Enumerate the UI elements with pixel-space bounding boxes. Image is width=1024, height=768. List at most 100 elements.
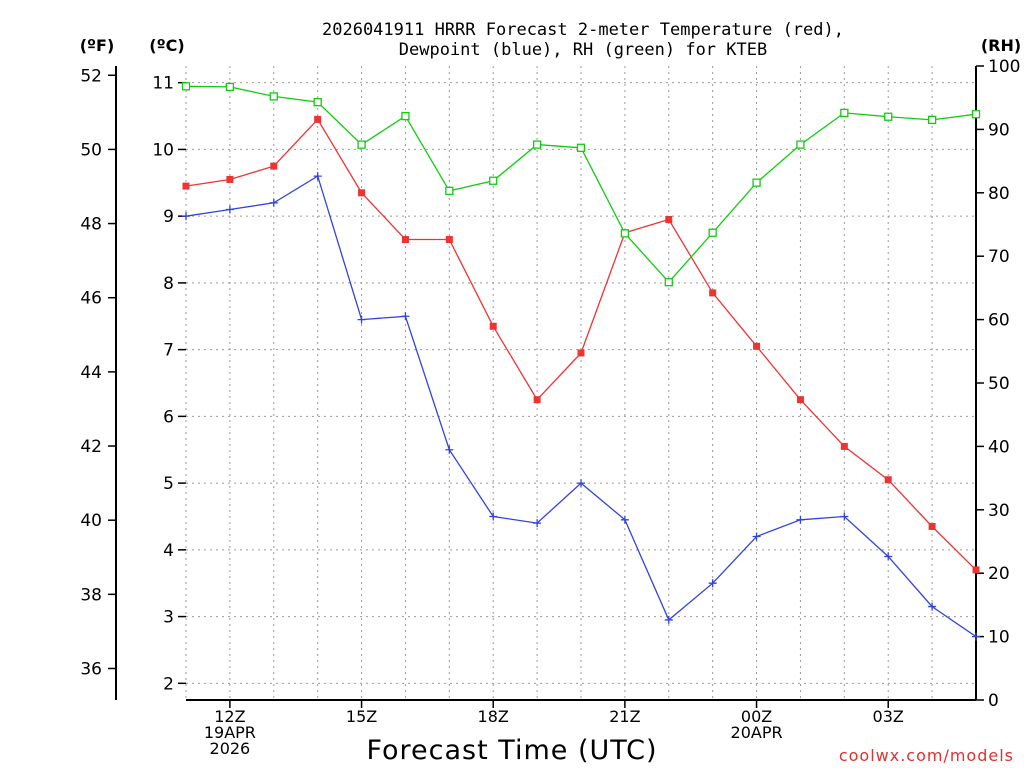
x-tick-label: 21Z <box>609 707 640 726</box>
rh-point <box>401 111 410 121</box>
rh-point <box>576 143 586 152</box>
x-tick-label: 20APR <box>731 723 783 742</box>
rh-tick-label: 20 <box>988 564 1010 584</box>
dewpoint-point <box>357 315 366 324</box>
dewpoint-point <box>840 512 849 521</box>
gridlines <box>185 66 977 700</box>
rh-point <box>225 82 235 92</box>
dewpoint-point <box>225 205 234 214</box>
2-meter-temperature-point <box>314 115 322 123</box>
rh-tick-label: 0 <box>988 691 999 711</box>
rh-tick-label: 60 <box>988 311 1010 331</box>
rh-point <box>313 97 322 107</box>
dewpoint-point <box>796 515 805 524</box>
rh-point <box>357 140 366 149</box>
rh-point <box>269 92 278 101</box>
celsius-tick-label: 8 <box>163 274 174 294</box>
dewpoint-point <box>577 479 585 488</box>
rh-point <box>532 140 542 149</box>
2-meter-temperature-point <box>445 236 453 244</box>
fahrenheit-tick-label: 48 <box>80 215 102 235</box>
rh-tick-label: 30 <box>988 501 1010 521</box>
chart-title-line1: 2026041911 HRRR Forecast 2-meter Tempera… <box>322 20 844 40</box>
dewpoint-point <box>664 615 673 624</box>
2-meter-temperature-point <box>533 396 541 404</box>
rh-tick-label: 70 <box>988 247 1010 267</box>
celsius-tick-label: 4 <box>163 541 174 561</box>
2-meter-temperature-point <box>972 566 980 574</box>
fahrenheit-tick-label: 44 <box>80 363 102 383</box>
x-tick-label: 00Z <box>741 707 772 726</box>
celsius-tick-label: 3 <box>163 608 174 628</box>
x-tick-label: 19APR <box>204 723 256 742</box>
dewpoint-point <box>752 532 761 541</box>
2-meter-temperature-point <box>665 215 673 223</box>
rh-point <box>971 110 981 119</box>
rh-unit-label: (RH) <box>981 36 1021 55</box>
2-meter-temperature-point <box>270 162 278 170</box>
dewpoint-point <box>620 515 629 524</box>
rh-point <box>752 178 761 187</box>
2-meter-temperature-point <box>401 236 409 244</box>
celsius-tick-label: 7 <box>163 341 174 361</box>
axes: 2 3 4 5 6 7 8 9 10 11 36 38 40 42 44 46 48 50 52 0 10 20 30 40 5… <box>80 57 1020 758</box>
2-meter-temperature-point <box>709 289 717 297</box>
celsius-tick-label: 9 <box>163 207 174 227</box>
dewpoint-point <box>401 312 410 321</box>
rh-point <box>884 112 893 121</box>
rh-tick-label: 10 <box>988 628 1010 648</box>
2-meter-temperature-point <box>840 442 848 450</box>
rh-tick-label: 40 <box>988 437 1010 457</box>
dewpoint-point <box>269 198 278 207</box>
fahrenheit-tick-label: 46 <box>80 289 102 309</box>
rh-point <box>445 186 454 196</box>
fahrenheit-tick-label: 40 <box>80 511 102 531</box>
chart-title-line2: Dewpoint (blue), RH (green) for KTEB <box>399 40 767 60</box>
x-tick-label: 15Z <box>346 707 377 726</box>
2-meter-temperature-point <box>489 322 497 330</box>
x-tick-label: 18Z <box>478 707 509 726</box>
rh-point <box>796 140 805 149</box>
fahrenheit-tick-label: 42 <box>80 437 102 457</box>
celsius-tick-label: 6 <box>163 407 174 427</box>
x-axis-title: Forecast Time (UTC) <box>366 735 657 766</box>
fahrenheit-tick-label: 36 <box>80 659 102 679</box>
fahrenheit-tick-label: 50 <box>80 140 102 160</box>
rh-point <box>181 82 191 91</box>
dewpoint-point <box>489 512 498 521</box>
credit-label: coolwx.com/models <box>839 746 1014 765</box>
rh-tick-label: 50 <box>988 374 1010 394</box>
2-meter-temperature-point <box>928 522 936 530</box>
2-meter-temperature-point <box>753 342 761 350</box>
dewpoint-point <box>182 212 190 221</box>
rh-point <box>927 115 937 125</box>
x-tick-label: 12Z <box>214 707 245 726</box>
data-series <box>181 82 981 641</box>
dewpoint-point <box>708 579 717 588</box>
fahrenheit-unit-label: (ºF) <box>80 36 115 55</box>
rh-tick-label: 80 <box>988 184 1010 204</box>
celsius-tick-label: 10 <box>152 140 174 160</box>
x-tick-label: 2026 <box>210 739 251 758</box>
dewpoint-point <box>533 519 542 528</box>
2-meter-temperature-point <box>884 476 892 484</box>
fahrenheit-tick-label: 52 <box>80 66 102 86</box>
rh-tick-label: 100 <box>988 57 1020 77</box>
rh-point <box>840 108 849 118</box>
rh-point <box>620 229 630 238</box>
dewpoint-point <box>972 632 980 641</box>
2-meter-temperature-point <box>358 189 366 197</box>
rh-point <box>708 228 717 237</box>
dewpoint-point <box>928 602 937 611</box>
2-meter-temperature-point <box>182 182 190 190</box>
dewpoint-point <box>313 172 322 181</box>
dewpoint-point <box>445 445 454 454</box>
rh-point <box>664 278 673 287</box>
celsius-unit-label: (ºC) <box>149 36 184 55</box>
celsius-tick-label: 11 <box>152 74 174 94</box>
2-meter-temperature-point <box>577 349 585 357</box>
dewpoint-point <box>884 552 893 561</box>
dewpoint-line <box>185 175 977 638</box>
fahrenheit-tick-label: 38 <box>80 585 102 605</box>
